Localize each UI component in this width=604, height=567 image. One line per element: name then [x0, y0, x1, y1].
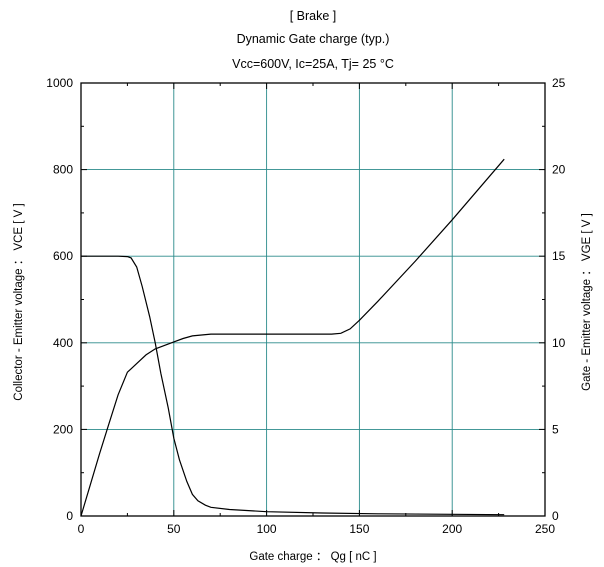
x-tick-label: 150 [349, 522, 369, 536]
y-left-tick-label: 0 [66, 509, 73, 523]
y-right-tick-label: 0 [552, 509, 559, 523]
y-axis-right-label: Gate - Emitter voltage ： VGE [ V ] [581, 213, 593, 391]
curves [80, 158, 505, 517]
vge-curve [80, 158, 505, 517]
x-tick-label: 50 [167, 522, 181, 536]
tick-marks [80, 82, 546, 517]
x-tick-label: 200 [442, 522, 462, 536]
y-left-tick-label: 600 [53, 249, 73, 263]
x-tick-label: 250 [535, 522, 555, 536]
chart-title-line-1: [ Brake ] [290, 9, 337, 23]
y-right-tick-label: 15 [552, 249, 566, 263]
chart-title-line-3: Vcc=600V, Ic=25A, Tj= 25 °C [232, 57, 394, 71]
y-right-tick-label: 5 [552, 422, 559, 436]
labels: [ Brake ] Dynamic Gate charge (typ.) Vcc… [13, 9, 593, 563]
y-left-tick-label: 800 [53, 163, 73, 177]
grid-lines [81, 83, 545, 516]
x-tick-label: 0 [78, 522, 85, 536]
x-axis-label: Gate charge ： Qg [ nC ] [249, 551, 376, 563]
y-left-tick-label: 400 [53, 336, 73, 350]
y-left-tick-label: 1000 [46, 76, 73, 90]
plot-frame [80, 82, 546, 517]
y-right-tick-label: 20 [552, 163, 566, 177]
vce-curve [81, 255, 505, 516]
y-right-tick-label: 25 [552, 76, 566, 90]
chart-title-line-2: Dynamic Gate charge (typ.) [237, 32, 390, 46]
y-axis-left-label: Collector - Emitter voltage ： VCE [ V ] [13, 203, 25, 400]
y-left-tick-label: 200 [53, 422, 73, 436]
x-tick-label: 100 [257, 522, 277, 536]
y-right-tick-label: 10 [552, 336, 566, 350]
